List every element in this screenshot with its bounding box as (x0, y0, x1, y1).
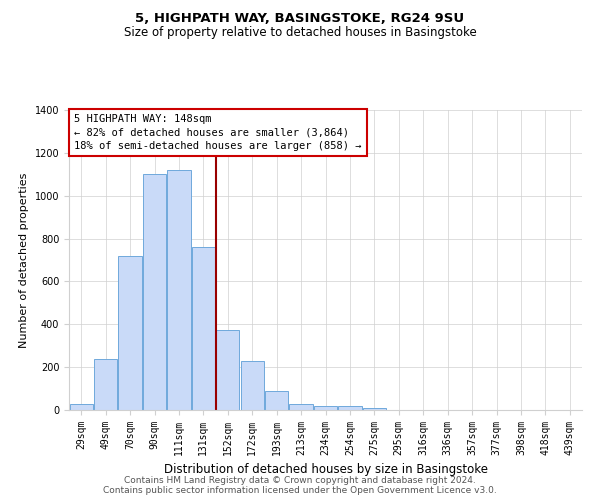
X-axis label: Distribution of detached houses by size in Basingstoke: Distribution of detached houses by size … (163, 464, 487, 476)
Text: Contains HM Land Registry data © Crown copyright and database right 2024.: Contains HM Land Registry data © Crown c… (124, 476, 476, 485)
Bar (94, 358, 117, 410)
Bar (216, 330, 239, 410)
Bar (314, 406, 337, 410)
Y-axis label: Number of detached properties: Number of detached properties (19, 172, 29, 348)
Text: Contains public sector information licensed under the Open Government Licence v3: Contains public sector information licen… (103, 486, 497, 495)
Bar (265, 390, 288, 410)
Bar (289, 404, 313, 410)
Bar (338, 406, 362, 410)
Bar (363, 408, 386, 410)
Bar (241, 360, 264, 410)
Text: 5 HIGHPATH WAY: 148sqm
← 82% of detached houses are smaller (3,864)
18% of semi-: 5 HIGHPATH WAY: 148sqm ← 82% of detached… (74, 114, 362, 151)
Bar (118, 256, 142, 410)
Bar (167, 170, 191, 410)
Bar (143, 174, 166, 410)
Text: 5, HIGHPATH WAY, BASINGSTOKE, RG24 9SU: 5, HIGHPATH WAY, BASINGSTOKE, RG24 9SU (136, 12, 464, 26)
Bar (70, 404, 93, 410)
Text: Size of property relative to detached houses in Basingstoke: Size of property relative to detached ho… (124, 26, 476, 39)
Bar (192, 247, 215, 410)
